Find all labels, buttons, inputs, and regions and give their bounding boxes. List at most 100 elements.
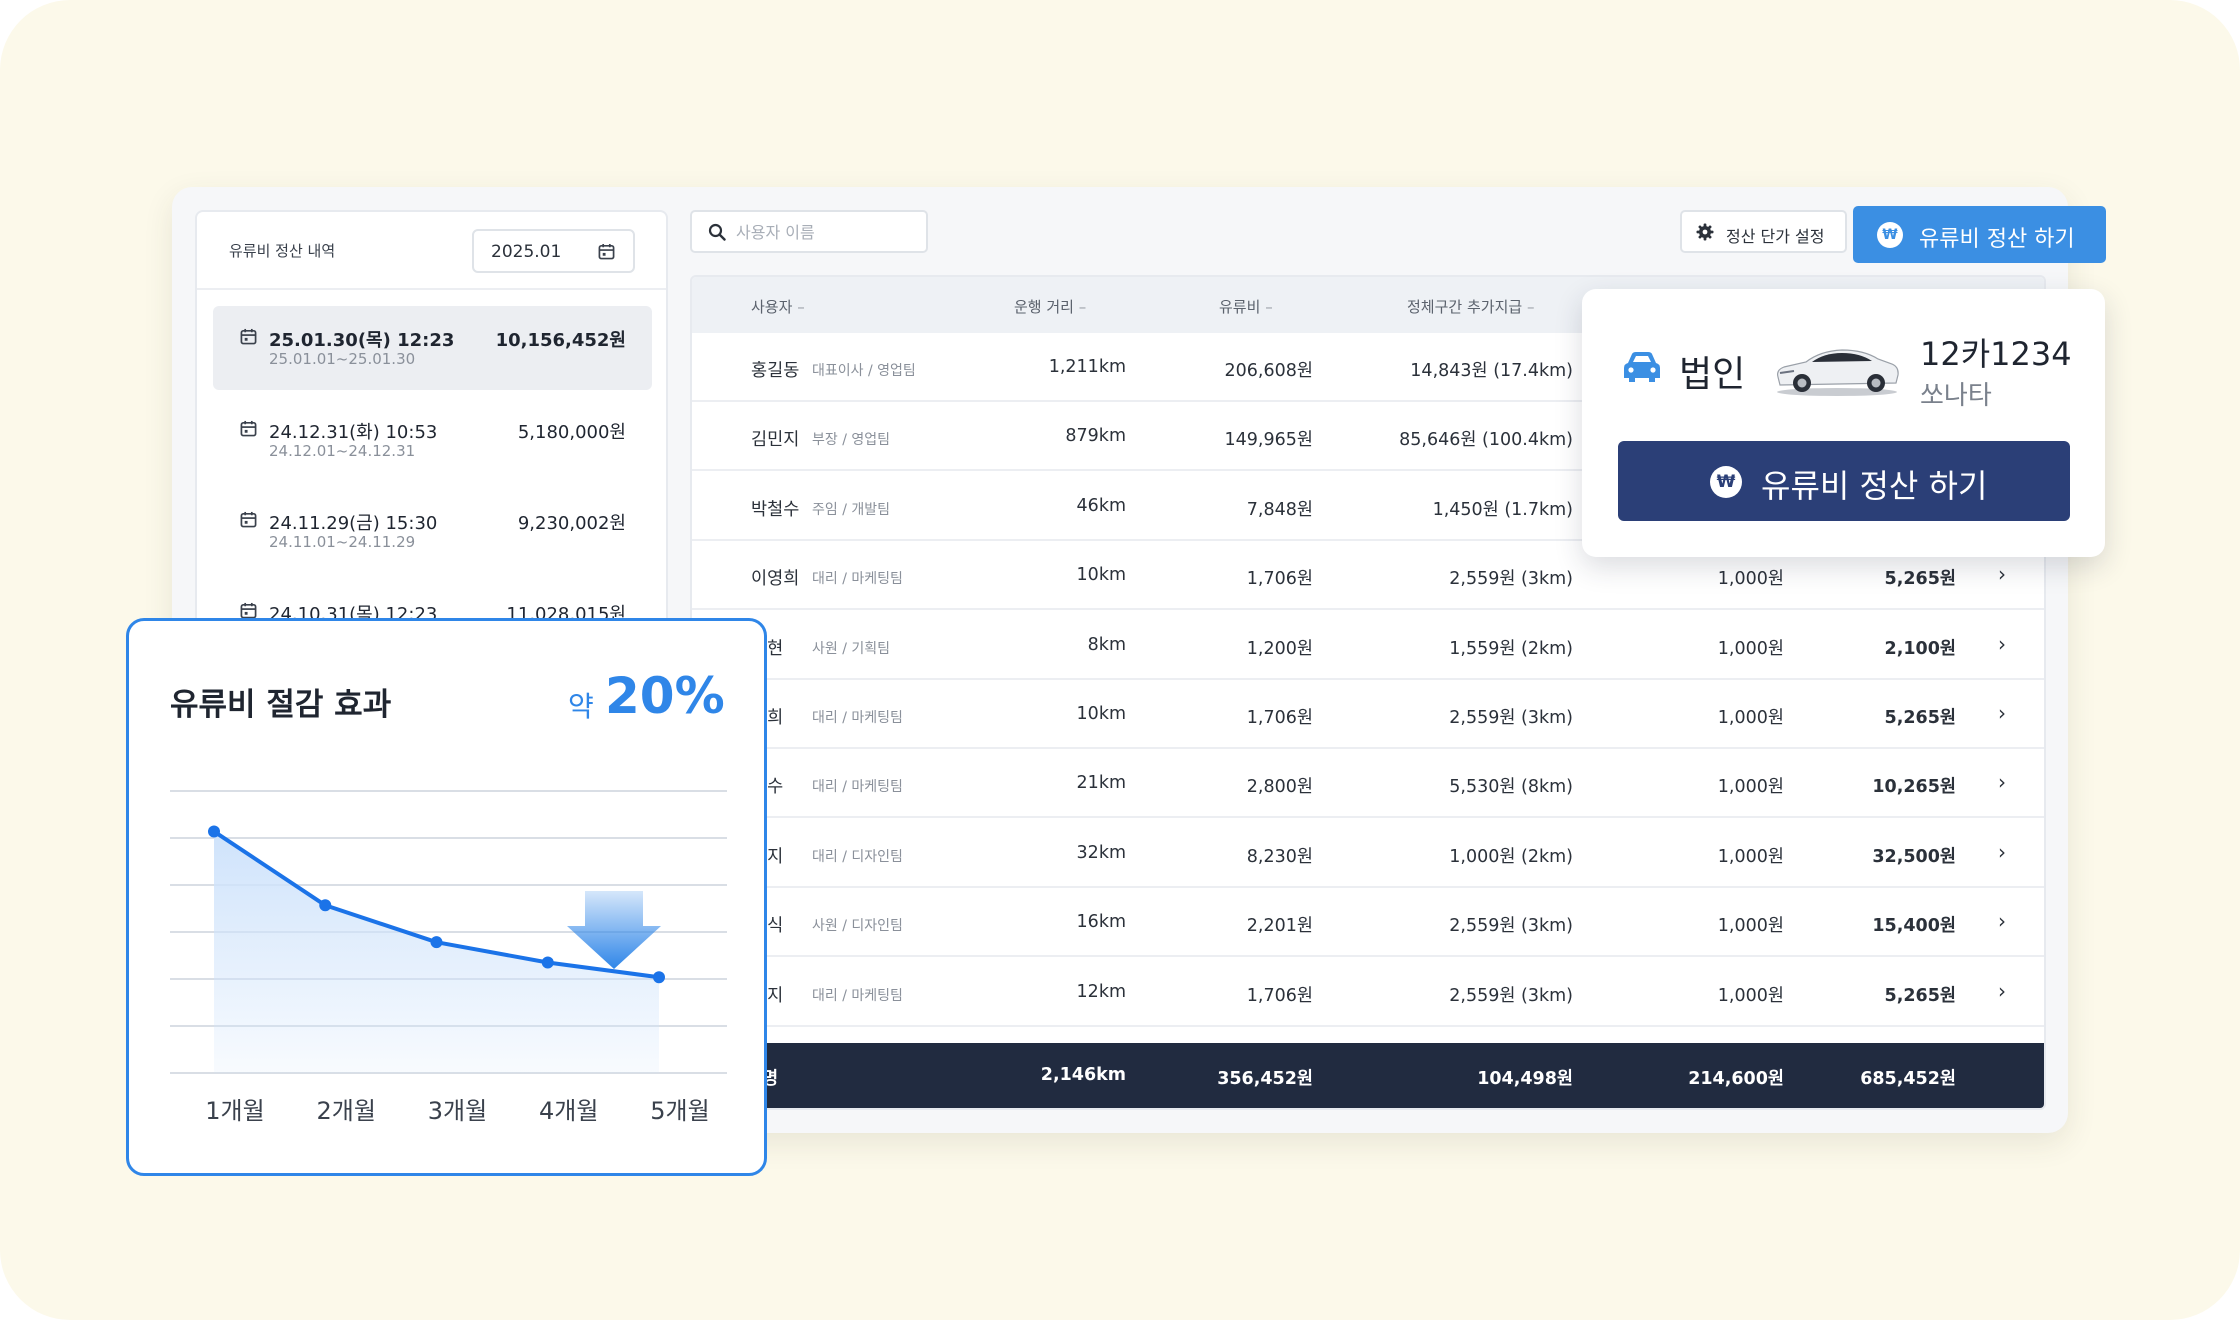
traffic-cell: 5,530원 (8km) — [1449, 777, 1573, 798]
user-search[interactable] — [690, 210, 928, 253]
rate-settings-button[interactable]: 정산 단가 설정 — [1680, 210, 1847, 253]
user-role: 대리 / 마케팅팀 — [812, 710, 903, 726]
chart-title: 유류비 절감 효과 — [170, 687, 392, 723]
history-amount: 10,156,452원 — [495, 330, 626, 351]
user-role: 대리 / 마케팅팀 — [812, 779, 903, 796]
table-row[interactable]: 수현 사원 / 기획팀 8km 1,200원 1,559원 (2km) 1,000원 2,1… — [692, 611, 2044, 680]
user-role: 대리 / 디자인팀 — [812, 848, 903, 865]
total-cell: 32,500원 — [1872, 846, 1956, 867]
total-cell: 5,265원 — [1884, 708, 1956, 728]
history-amount: 9,230,002원 — [517, 513, 626, 534]
chevron-right-icon[interactable]: › — [1998, 909, 2006, 934]
search-icon — [708, 223, 726, 241]
gear-icon — [1696, 223, 1714, 241]
won-icon: ₩ — [1710, 466, 1742, 498]
table-row[interactable]: 민수 대리 / 마케팅팀 21km 2,800원 5,530원 (8km) 1,000원 1… — [692, 749, 2044, 819]
panel-header: 유류비 정산 내역 2025.01 — [197, 212, 666, 290]
distance-cell: 10km — [1076, 565, 1126, 586]
x-tick-label: 4개월 — [539, 1097, 598, 1125]
user-name: 이영희 — [751, 569, 800, 590]
settle-fuel-button[interactable]: ₩ 유류비 정산 하기 — [1853, 206, 2106, 263]
th-user[interactable]: 사용자 – — [751, 298, 805, 316]
savings-line-chart: 1개월 2개월 3개월 4개월 5개월 — [170, 790, 727, 1125]
th-fuel[interactable]: 유류비 – — [1219, 298, 1273, 316]
chevron-right-icon[interactable]: › — [1998, 770, 2006, 795]
traffic-cell: 1,450원 (1.7km) — [1432, 499, 1573, 520]
table-row[interactable]: 민지 대리 / 디자인팀 32km 8,230원 1,000원 (2km) 1,000원 3… — [692, 819, 2044, 888]
table-row[interactable]: 이영희 대리 / 마케팅팀 10km 1,706원 2,559원 (3km) 1,000원… — [692, 541, 2044, 611]
calendar-icon — [240, 602, 257, 619]
vehicle-settle-button[interactable]: ₩ 유류비 정산 하기 — [1618, 441, 2070, 521]
chevron-right-icon[interactable]: › — [1998, 839, 2006, 864]
savings-prefix: 약 — [568, 690, 594, 723]
distance-cell: 8km — [1087, 634, 1126, 655]
distance-cell: 1,211km — [1048, 357, 1126, 377]
fuel-cell: 1,200원 — [1246, 638, 1313, 659]
fuel-cell: 149,965원 — [1224, 430, 1313, 451]
table-row[interactable]: 김민지 부장 / 영업팀 879km 149,965원 85,646원 (100.4km… — [692, 402, 2044, 472]
fixed-cell: 1,000원 — [1717, 985, 1784, 1006]
fuel-cell: 2,201원 — [1246, 916, 1313, 937]
user-name: 박철수 — [751, 499, 800, 520]
calendar-icon — [240, 511, 257, 528]
history-item[interactable]: 24.12.31(화) 10:53 24.12.01~24.12.31 5,180,… — [213, 398, 652, 482]
user-role: 부장 / 영업팀 — [812, 432, 891, 449]
traffic-cell: 2,559원 (3km) — [1449, 708, 1573, 728]
traffic-cell: 2,559원 (3km) — [1449, 985, 1573, 1006]
calendar-icon — [240, 420, 257, 437]
chevron-right-icon[interactable]: › — [1998, 562, 2006, 587]
fixed-cell: 1,000원 — [1717, 777, 1784, 798]
distance-cell: 879km — [1065, 426, 1126, 447]
history-item[interactable]: 24.11.29(금) 15:30 24.11.01~24.11.29 9,230,… — [213, 489, 652, 573]
month-value: 2025.01 — [491, 242, 562, 262]
traffic-cell: 14,843원 (17.4km) — [1410, 361, 1573, 381]
panel-title: 유류비 정산 내역 — [229, 242, 336, 260]
total-cell: 5,265원 — [1884, 985, 1956, 1006]
footer-traffic: 104,498원 — [1477, 1069, 1573, 1089]
user-role: 대리 / 마케팅팀 — [812, 571, 903, 588]
user-role: 주임 / 개발팀 — [812, 501, 891, 518]
vehicle-type: 법인 — [1679, 354, 1746, 395]
x-tick-label: 1개월 — [205, 1097, 264, 1125]
license-plate: 12카1234 — [1920, 335, 2072, 373]
chevron-right-icon[interactable]: › — [1998, 701, 2006, 725]
total-cell: 10,265원 — [1872, 777, 1956, 798]
history-range: 24.11.01~24.11.29 — [269, 533, 416, 551]
fuel-cell: 1,706원 — [1246, 569, 1313, 590]
area-fill — [214, 831, 659, 1073]
history-datetime: 24.11.29(금) 15:30 — [269, 513, 438, 534]
user-role: 사원 / 디자인팀 — [812, 918, 903, 935]
fixed-cell: 1,000원 — [1717, 638, 1784, 659]
chevron-right-icon[interactable]: › — [1998, 978, 2006, 1003]
user-name: 홍길동 — [751, 361, 800, 381]
th-traffic[interactable]: 정체구간 추가지급 – — [1407, 298, 1535, 316]
savings-percent: 20% — [605, 667, 725, 725]
savings-chart-card: 유류비 절감 효과 약 20% 1개월 2개월 3개월 4개월 5개월 — [126, 618, 767, 1176]
fixed-cell: 1,000원 — [1717, 916, 1784, 937]
fixed-cell: 1,000원 — [1717, 569, 1784, 590]
won-icon: ₩ — [1877, 222, 1903, 248]
traffic-cell: 2,559원 (3km) — [1449, 569, 1573, 590]
vehicle-settle-label: 유류비 정산 하기 — [1761, 467, 1988, 505]
user-name: 김민지 — [751, 430, 800, 451]
settings-label: 정산 단가 설정 — [1726, 227, 1825, 246]
user-role: 대표이사 / 영업팀 — [812, 363, 916, 379]
table-row[interactable]: 홍길동 대표이사 / 영업팀 1,211km 206,608원 14,843원 (17.… — [692, 333, 2044, 402]
chevron-right-icon[interactable]: › — [1998, 631, 2006, 656]
table-row[interactable]: 수지 대리 / 마케팅팀 12km 1,706원 2,559원 (3km) 1,000원 5… — [692, 958, 2044, 1027]
calendar-icon — [240, 328, 257, 345]
history-datetime: 24.12.31(화) 10:53 — [269, 422, 438, 443]
data-point — [430, 936, 443, 949]
table-row[interactable]: 준식 사원 / 디자인팀 16km 2,201원 2,559원 (3km) 1,000원 1… — [692, 888, 2044, 958]
month-picker[interactable]: 2025.01 — [472, 229, 635, 273]
history-item[interactable]: 25.01.30(목) 12:23 25.01.01~25.01.30 10,156… — [213, 306, 652, 390]
vehicle-card: 법인 12카1234 쏘나타 ₩ 유류비 정산 하기 — [1582, 289, 2105, 557]
calendar-icon — [598, 243, 615, 260]
traffic-cell: 2,559원 (3km) — [1449, 916, 1573, 937]
footer-fuel: 356,452원 — [1217, 1069, 1313, 1089]
table-row[interactable]: 영희 대리 / 마케팅팀 10km 1,706원 2,559원 (3km) 1,000원 5… — [692, 680, 2044, 749]
search-input[interactable] — [736, 220, 916, 244]
th-distance[interactable]: 운행 거리 – — [1014, 298, 1087, 316]
